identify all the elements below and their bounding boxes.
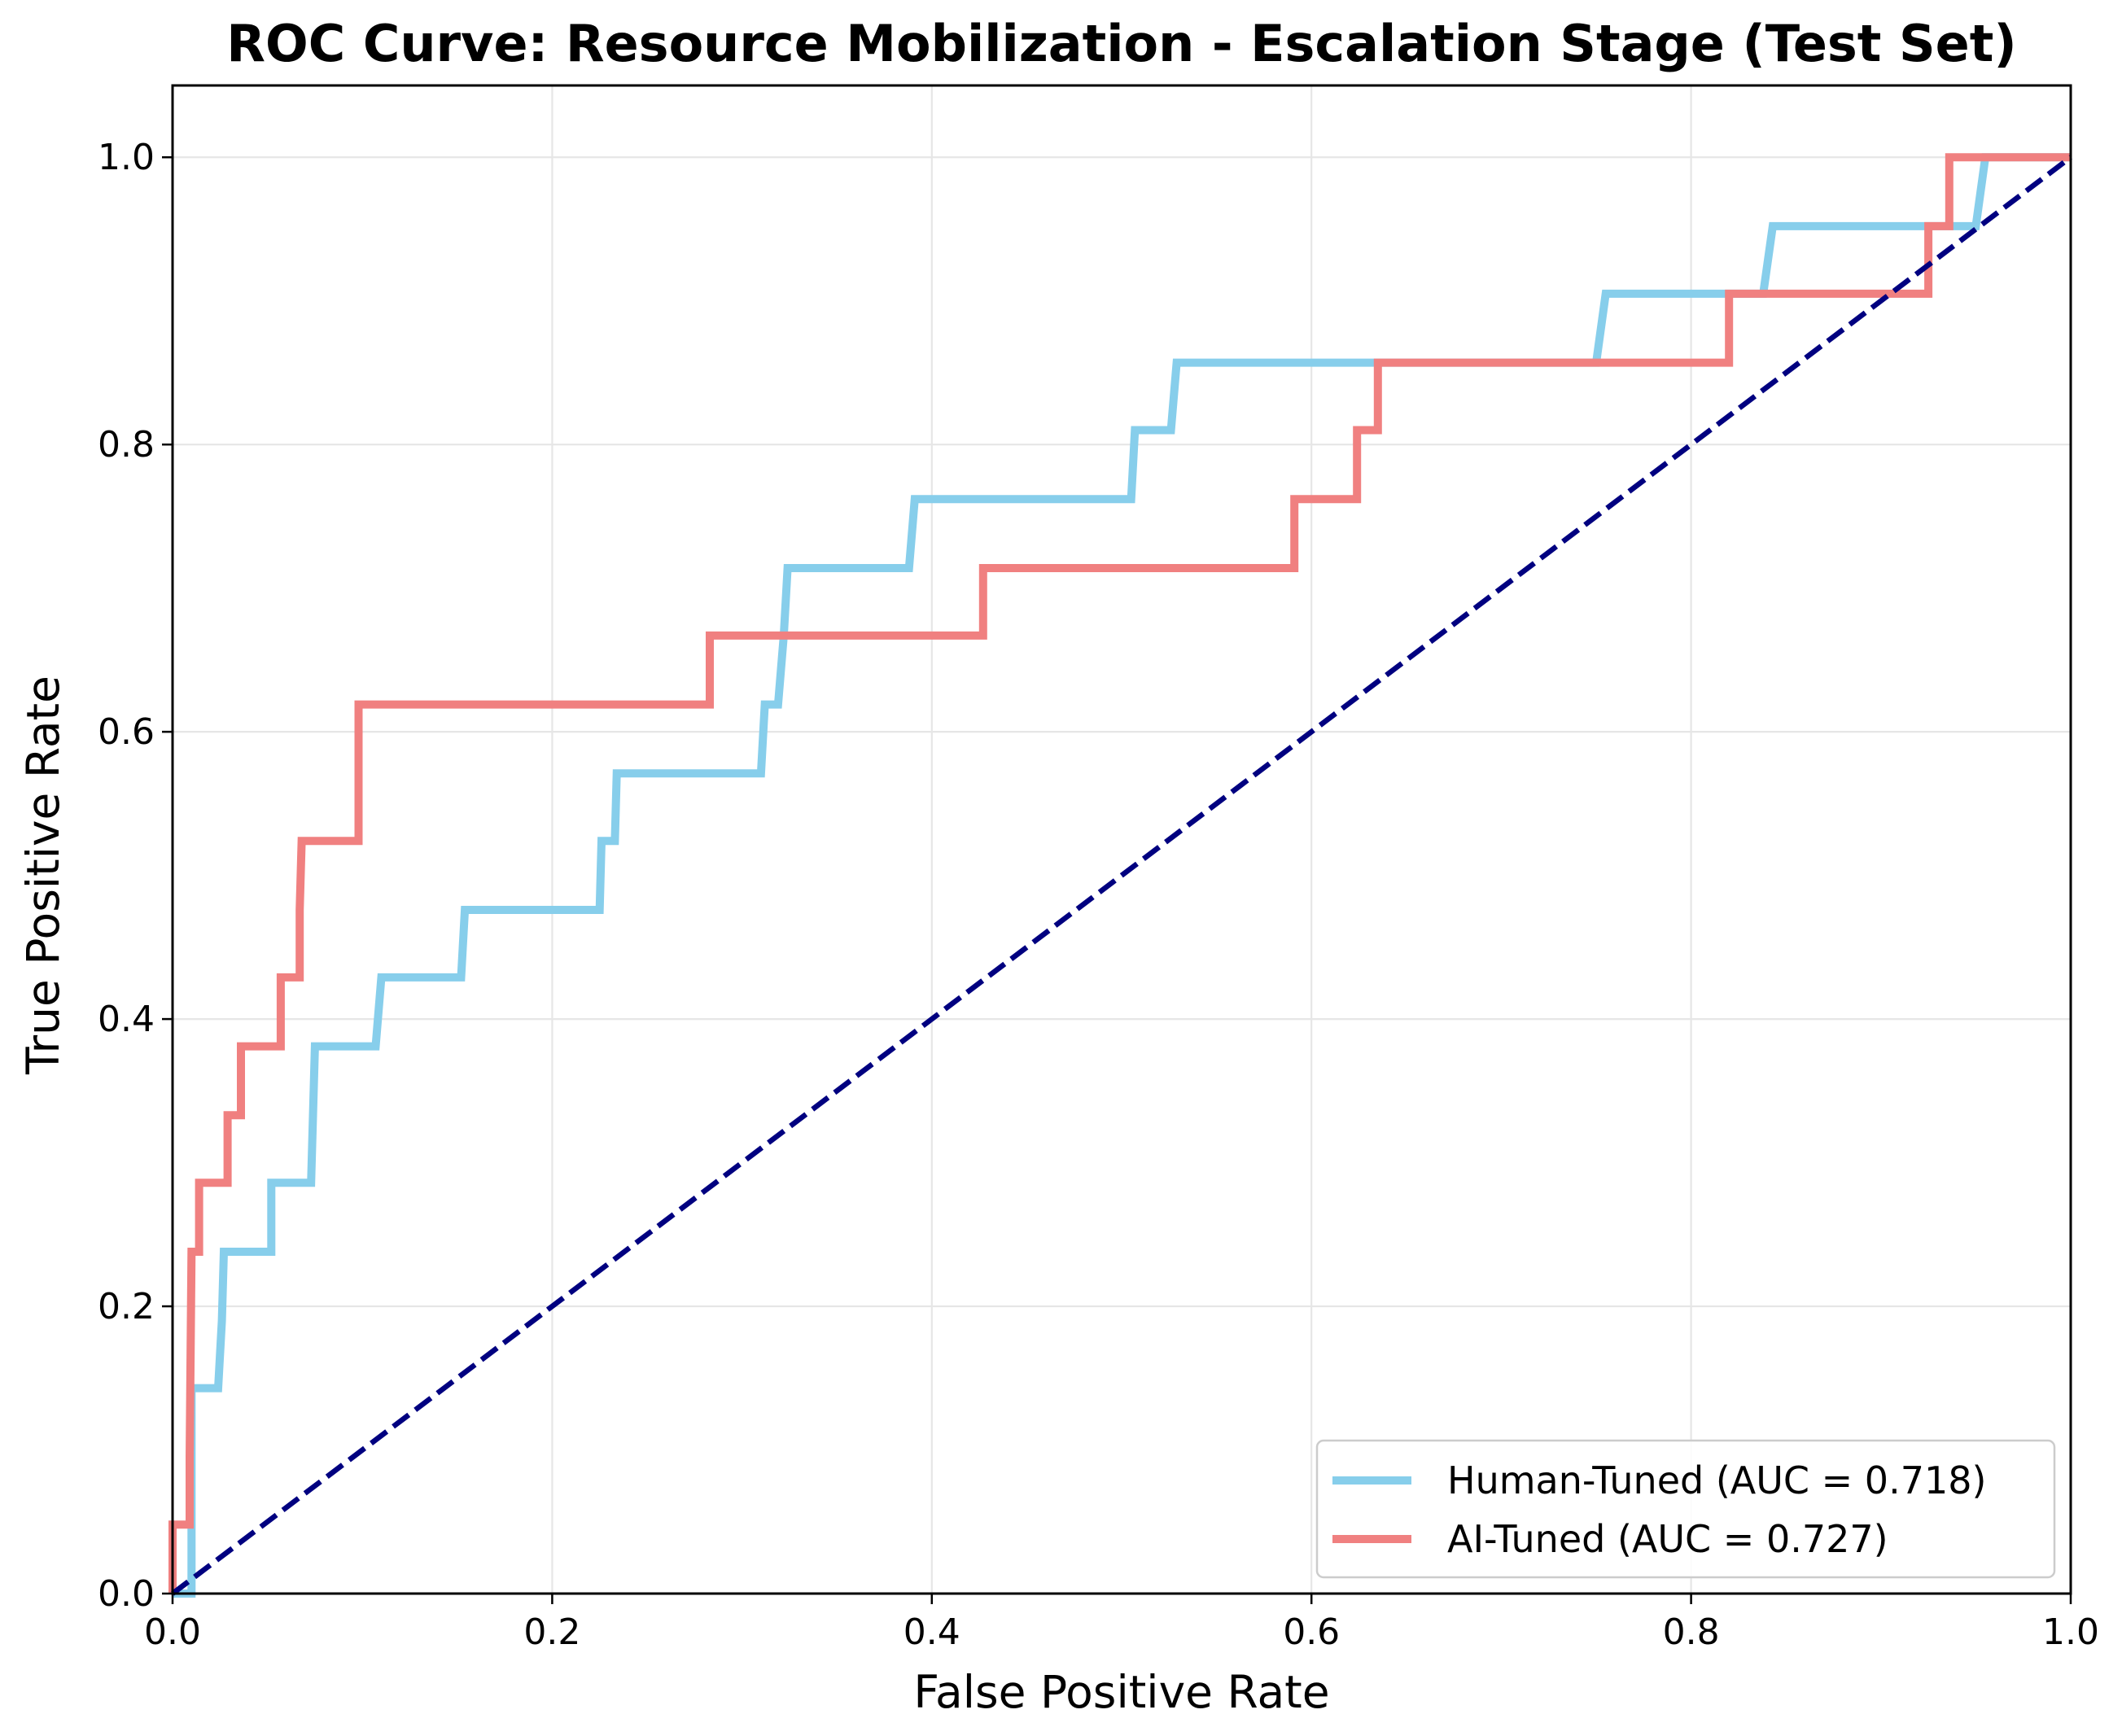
y-tick-label: 0.0 <box>98 1573 155 1615</box>
x-tick-label: 0.6 <box>1283 1611 1340 1653</box>
x-tick-label: 0.2 <box>523 1611 580 1653</box>
random-classifier-diagonal <box>171 155 2072 1596</box>
grid <box>171 85 2072 1595</box>
x-tick-label: 1.0 <box>2042 1611 2099 1653</box>
series-lines <box>168 153 2072 1598</box>
plot-frame <box>171 84 2072 1595</box>
legend-label: Human-Tuned (AUC = 0.718) <box>1447 1458 1986 1502</box>
axis-ticks: 0.0 0.2 0.4 0.6 0.8 1.0 0.0 0.2 0.4 0.6 0.8 1.0 <box>98 137 2099 1653</box>
x-tick-label: 0.8 <box>1663 1611 1720 1653</box>
y-tick-label: 0.4 <box>98 999 155 1040</box>
x-axis-label: False Positive Rate <box>913 1666 1329 1718</box>
y-axis-label: True Positive Rate <box>17 676 69 1075</box>
legend: Human-Tuned (AUC = 0.718) AI-Tuned (AUC =… <box>1315 1439 2056 1579</box>
y-tick-label: 0.8 <box>98 424 155 466</box>
legend-label: AI-Tuned (AUC = 0.727) <box>1447 1517 1888 1561</box>
x-tick-label: 0.4 <box>903 1611 960 1653</box>
legend-box <box>1315 1439 2056 1579</box>
chart-title: ROC Curve: Resource Mobilization - Escal… <box>226 14 2016 73</box>
x-tick-label: 0.0 <box>144 1611 201 1653</box>
series-line-ai-tuned <box>168 153 2071 1594</box>
y-tick-label: 1.0 <box>98 137 155 178</box>
series-line-human-tuned <box>173 153 2071 1598</box>
y-tick-label: 0.2 <box>98 1286 155 1327</box>
y-tick-label: 0.6 <box>98 711 155 753</box>
